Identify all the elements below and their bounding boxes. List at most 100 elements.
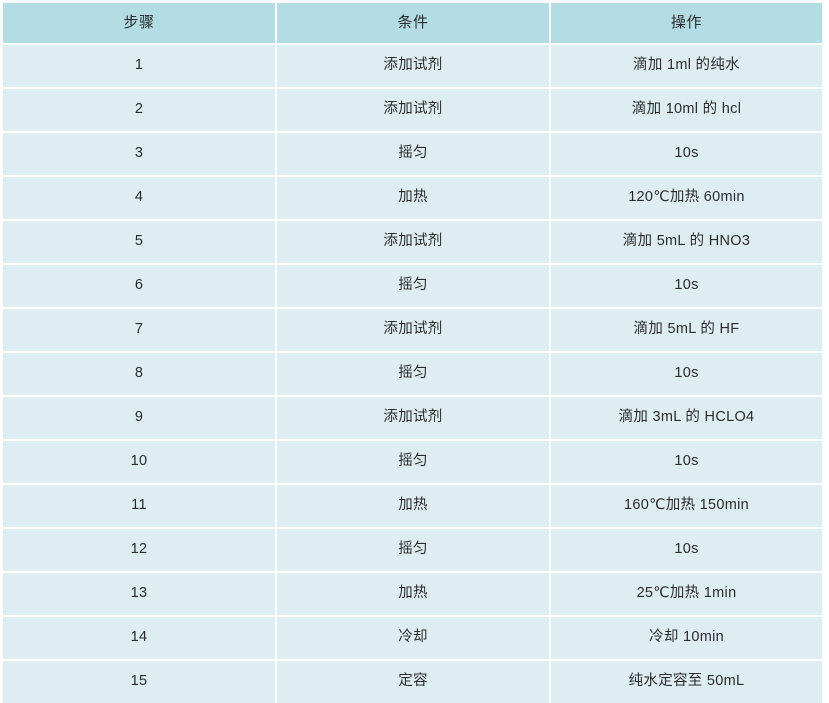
- cell-condition-text: 添加试剂: [383, 101, 443, 118]
- table-row: 10 摇匀 10s: [3, 441, 822, 485]
- cell-step-text: 6: [134, 277, 144, 294]
- cell-condition: 添加试剂: [277, 221, 551, 265]
- cell-operation: 滴加 10ml 的 hcl: [551, 89, 822, 133]
- cell-operation-text: 10s: [674, 541, 699, 558]
- cell-operation: 160℃加热 150min: [551, 485, 822, 529]
- table-row: 8 摇匀 10s: [3, 353, 822, 397]
- column-header-step: 步骤: [3, 3, 277, 45]
- cell-operation: 10s: [551, 353, 822, 397]
- cell-step: 6: [3, 265, 277, 309]
- cell-condition-text: 摇匀: [398, 365, 428, 382]
- cell-condition-text: 加热: [398, 497, 428, 514]
- cell-operation: 25℃加热 1min: [551, 573, 822, 617]
- cell-operation: 滴加 5mL 的 HF: [551, 309, 822, 353]
- cell-condition-text: 摇匀: [398, 453, 428, 470]
- cell-step-text: 1: [134, 57, 144, 74]
- cell-operation: 10s: [551, 133, 822, 177]
- cell-step: 14: [3, 617, 277, 661]
- column-header-condition: 条件: [277, 3, 551, 45]
- cell-step-text: 4: [134, 189, 144, 206]
- cell-step-text: 10: [130, 453, 148, 470]
- cell-step: 7: [3, 309, 277, 353]
- table-row: 9 添加试剂 滴加 3mL 的 HCLO4: [3, 397, 822, 441]
- cell-step: 9: [3, 397, 277, 441]
- cell-condition: 摇匀: [277, 265, 551, 309]
- cell-operation-text: 10s: [674, 365, 699, 382]
- cell-operation: 120℃加热 60min: [551, 177, 822, 221]
- table-header: 步骤 条件 操作: [3, 3, 822, 45]
- cell-condition: 添加试剂: [277, 309, 551, 353]
- column-header-operation-label: 操作: [670, 14, 702, 31]
- cell-condition: 摇匀: [277, 529, 551, 573]
- cell-operation-text: 滴加 1ml 的纯水: [633, 57, 740, 74]
- cell-operation-text: 10s: [674, 453, 699, 470]
- cell-operation-text: 120℃加热 60min: [628, 189, 745, 206]
- cell-step: 11: [3, 485, 277, 529]
- cell-operation: 10s: [551, 529, 822, 573]
- cell-operation: 10s: [551, 265, 822, 309]
- cell-operation-text: 冷却 10min: [649, 629, 724, 646]
- cell-step-text: 11: [131, 497, 147, 514]
- cell-condition: 添加试剂: [277, 397, 551, 441]
- cell-condition-text: 加热: [398, 189, 428, 206]
- cell-condition: 摇匀: [277, 353, 551, 397]
- cell-step: 4: [3, 177, 277, 221]
- table-row: 14 冷却 冷却 10min: [3, 617, 822, 661]
- cell-step-text: 13: [130, 585, 148, 602]
- cell-condition: 加热: [277, 485, 551, 529]
- cell-step-text: 2: [134, 101, 144, 118]
- cell-operation-text: 滴加 5mL 的 HNO3: [622, 233, 751, 250]
- cell-operation-text: 滴加 3mL 的 HCLO4: [618, 409, 755, 426]
- cell-operation: 滴加 5mL 的 HNO3: [551, 221, 822, 265]
- cell-step: 3: [3, 133, 277, 177]
- table-row: 11 加热 160℃加热 150min: [3, 485, 822, 529]
- table-row: 6 摇匀 10s: [3, 265, 822, 309]
- cell-condition: 定容: [277, 661, 551, 703]
- cell-step: 1: [3, 45, 277, 89]
- cell-condition-text: 添加试剂: [383, 409, 443, 426]
- table-row: 3 摇匀 10s: [3, 133, 822, 177]
- cell-operation-text: 滴加 10ml 的 hcl: [631, 101, 742, 118]
- cell-condition-text: 加热: [398, 585, 428, 602]
- cell-condition: 摇匀: [277, 441, 551, 485]
- column-header-step-label: 步骤: [123, 14, 155, 31]
- cell-step-text: 3: [134, 145, 144, 162]
- cell-operation: 滴加 3mL 的 HCLO4: [551, 397, 822, 441]
- cell-step: 10: [3, 441, 277, 485]
- cell-operation: 10s: [551, 441, 822, 485]
- cell-condition-text: 添加试剂: [383, 57, 443, 74]
- cell-step-text: 9: [134, 409, 144, 426]
- cell-operation: 滴加 1ml 的纯水: [551, 45, 822, 89]
- cell-step-text: 7: [134, 321, 144, 338]
- cell-condition-text: 摇匀: [398, 145, 428, 162]
- cell-condition: 加热: [277, 573, 551, 617]
- cell-condition-text: 添加试剂: [383, 233, 443, 250]
- cell-condition-text: 摇匀: [398, 541, 428, 558]
- cell-operation: 冷却 10min: [551, 617, 822, 661]
- cell-step: 13: [3, 573, 277, 617]
- cell-operation-text: 160℃加热 150min: [624, 497, 749, 514]
- cell-step-text: 5: [134, 233, 144, 250]
- table-body: 1 添加试剂 滴加 1ml 的纯水 2 添加试剂 滴加 10ml 的 hcl 3…: [3, 45, 822, 703]
- table-row: 5 添加试剂 滴加 5mL 的 HNO3: [3, 221, 822, 265]
- cell-step: 12: [3, 529, 277, 573]
- table-row: 1 添加试剂 滴加 1ml 的纯水: [3, 45, 822, 89]
- cell-condition-text: 冷却: [398, 629, 428, 646]
- table-row: 13 加热 25℃加热 1min: [3, 573, 822, 617]
- steps-table-container: 步骤 条件 操作 1 添加试剂 滴加 1ml 的纯水 2 添加试剂 滴加 10m…: [3, 3, 822, 703]
- cell-condition: 添加试剂: [277, 45, 551, 89]
- cell-operation-text: 滴加 5mL 的 HF: [633, 321, 740, 338]
- cell-condition: 冷却: [277, 617, 551, 661]
- cell-step: 5: [3, 221, 277, 265]
- cell-step: 8: [3, 353, 277, 397]
- table-row: 2 添加试剂 滴加 10ml 的 hcl: [3, 89, 822, 133]
- cell-condition: 加热: [277, 177, 551, 221]
- column-header-condition-label: 条件: [397, 14, 429, 31]
- cell-operation-text: 10s: [674, 277, 699, 294]
- cell-operation-text: 25℃加热 1min: [636, 585, 737, 602]
- cell-step-text: 14: [130, 629, 148, 646]
- cell-condition-text: 添加试剂: [383, 321, 443, 338]
- cell-operation: 纯水定容至 50mL: [551, 661, 822, 703]
- column-header-operation: 操作: [551, 3, 822, 45]
- cell-operation-text: 10s: [674, 145, 699, 162]
